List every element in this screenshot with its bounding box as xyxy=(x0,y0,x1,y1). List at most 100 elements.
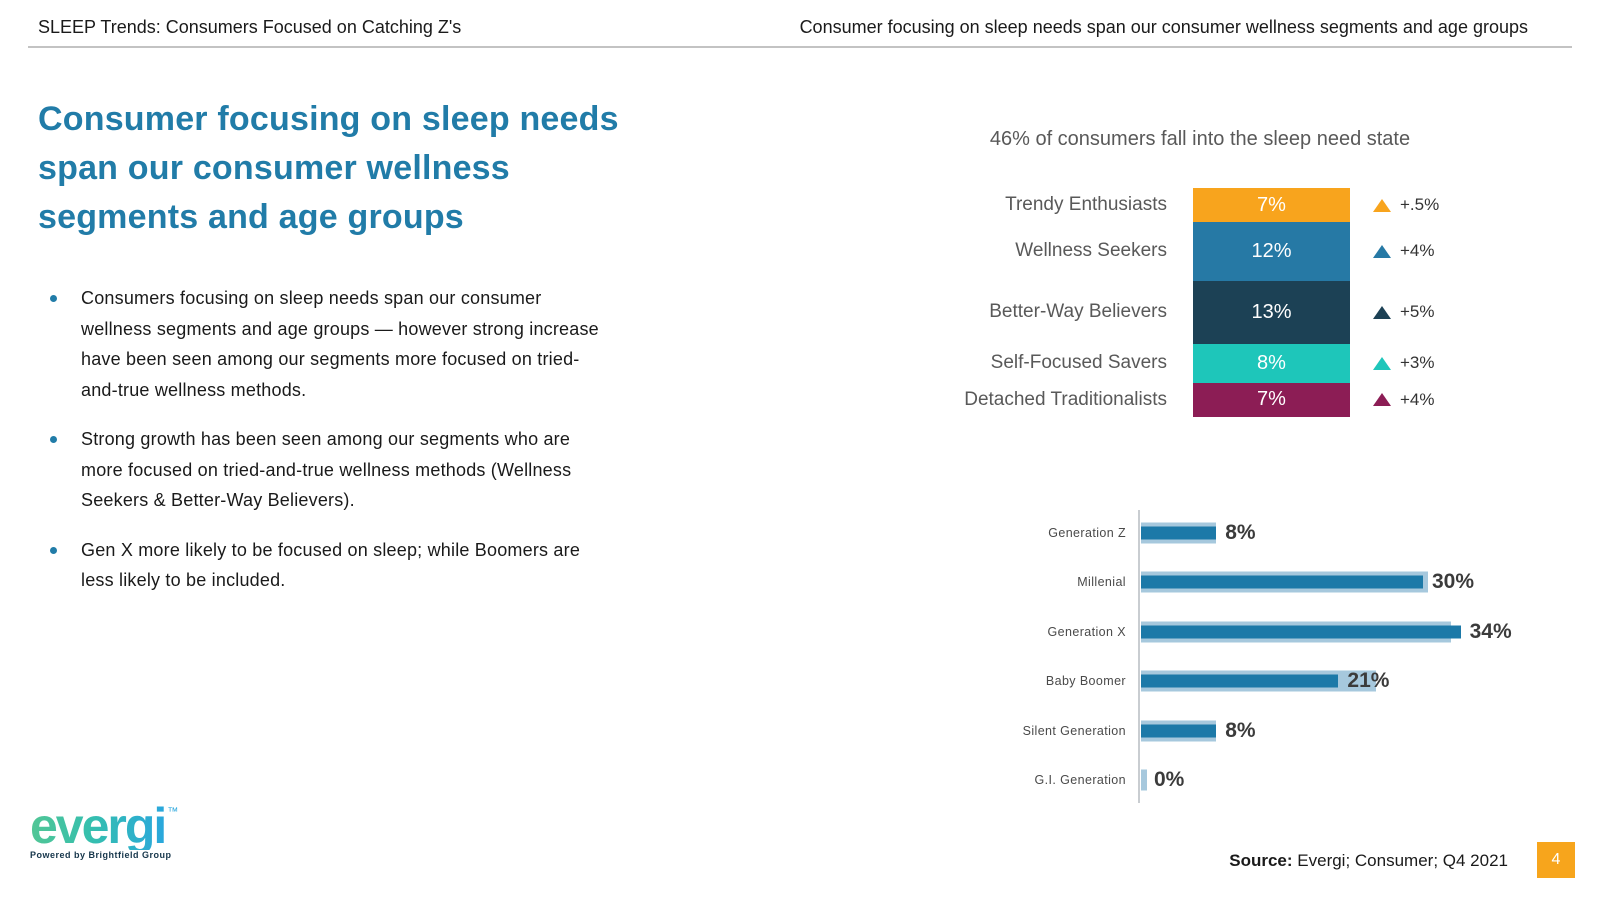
page-number-badge: 4 xyxy=(1537,842,1575,878)
generation-row: Generation Z 8% xyxy=(960,508,1500,558)
bullet-text: Gen X more likely to be focused on sleep… xyxy=(81,535,580,596)
source-text: Evergi; Consumer; Q4 2021 xyxy=(1292,851,1508,870)
bullet-line: have been seen among our segments more f… xyxy=(81,349,580,369)
generation-value-label: 8% xyxy=(1225,718,1256,742)
header-title-left: SLEEP Trends: Consumers Focused on Catch… xyxy=(38,17,462,37)
header: SLEEP Trends: Consumers Focused on Catch… xyxy=(28,0,1572,48)
generation-value-label: 8% xyxy=(1225,520,1256,544)
page-title: Consumer focusing on sleep needs span our… xyxy=(38,95,619,242)
source-note: Source: Evergi; Consumer; Q4 2021 xyxy=(1229,851,1508,871)
logo-tagline: Powered by Brightfield Group xyxy=(30,850,172,860)
generation-label: G.I. Generation xyxy=(1034,773,1126,788)
segment-label: Self-Focused Savers xyxy=(990,352,1167,374)
bullet-line: Consumers focusing on sleep needs span o… xyxy=(81,288,542,308)
logo-trademark: ™ xyxy=(167,806,179,818)
generation-bar-value xyxy=(1141,625,1461,639)
bullet-line: Seekers & Better-Way Believers). xyxy=(81,490,355,510)
bullet-line: more focused on tried-and-true wellness … xyxy=(81,459,572,480)
generation-row: Baby Boomer 21% xyxy=(960,657,1500,707)
segment-bar: 7% xyxy=(1193,382,1350,417)
generation-bar-group: 21% xyxy=(1141,657,1500,707)
bullet-list: Consumers focusing on sleep needs span o… xyxy=(50,283,690,615)
segment-row: Better-Way Believers 13% +5% xyxy=(900,280,1500,344)
generation-value-label: 0% xyxy=(1154,768,1185,792)
segment-change: +5% xyxy=(1373,302,1435,322)
segment-change: +.5% xyxy=(1373,195,1439,215)
generation-bar-value xyxy=(1141,724,1217,738)
generation-bar-group: 8% xyxy=(1141,706,1500,756)
segment-label: Trendy Enthusiasts xyxy=(1005,194,1167,216)
triangle-up-icon xyxy=(1373,356,1391,370)
bullet-icon xyxy=(50,546,57,554)
segment-bar: 12% xyxy=(1193,222,1350,281)
triangle-up-icon xyxy=(1373,198,1391,212)
generation-row: Generation X 34% xyxy=(960,607,1512,657)
generation-chart-rows: Generation Z 8% Millenial 30% Generation X 34… xyxy=(960,508,1512,806)
segment-bar: 7% xyxy=(1193,188,1350,223)
triangle-up-icon xyxy=(1373,244,1391,258)
segment-change: +3% xyxy=(1373,353,1435,373)
segment-row: Self-Focused Savers 8% +3% xyxy=(900,343,1500,383)
bullet-line: less likely to be included. xyxy=(81,570,286,590)
generation-axis xyxy=(1138,510,1140,803)
generation-bar-group: 30% xyxy=(1141,558,1500,608)
segment-chart-rows: Trendy Enthusiasts 7% +.5% Wellness Seekers… xyxy=(900,188,1500,417)
logo-row: evergi ™ xyxy=(30,798,179,854)
segment-change-value: +3% xyxy=(1400,353,1435,373)
segment-bar: 13% xyxy=(1193,280,1350,344)
bullet-item: Strong growth has been seen among our se… xyxy=(50,424,690,516)
bullet-item: Consumers focusing on sleep needs span o… xyxy=(50,283,690,405)
bullet-line: and-true wellness methods. xyxy=(81,379,307,400)
segment-change-value: +4% xyxy=(1400,389,1435,409)
generation-value-label: 21% xyxy=(1347,669,1390,693)
generation-value-label: 34% xyxy=(1469,619,1512,643)
segment-row: Detached Traditionalists 7% +4% xyxy=(900,382,1500,417)
segment-row: Wellness Seekers 12% +4% xyxy=(900,222,1500,281)
generation-row: Silent Generation 8% xyxy=(960,706,1500,756)
generation-row: Millenial 30% xyxy=(960,558,1500,608)
segment-change-value: +5% xyxy=(1400,302,1435,322)
bullet-icon xyxy=(50,436,57,443)
bullet-text: Consumers focusing on sleep needs span o… xyxy=(81,283,599,405)
segment-bar: 8% xyxy=(1193,343,1350,383)
triangle-up-icon xyxy=(1373,305,1391,319)
bullet-item: Gen X more likely to be focused on sleep… xyxy=(50,535,690,596)
bullet-line: wellness segments and age groups — howev… xyxy=(81,318,599,339)
segment-change-value: +4% xyxy=(1400,241,1435,261)
segment-label: Better-Way Believers xyxy=(989,301,1167,323)
segment-label: Detached Traditionalists xyxy=(964,388,1167,410)
segment-change: +4% xyxy=(1373,241,1435,261)
page-title-line: segments and age groups xyxy=(38,198,464,236)
source-label: Source: xyxy=(1229,851,1293,870)
evergi-logo: evergi ™ Powered by Brightfield Group xyxy=(30,798,179,860)
generation-label: Generation X xyxy=(1047,624,1126,639)
segment-chart: 46% of consumers fall into the sleep nee… xyxy=(900,118,1500,417)
segment-chart-title: 46% of consumers fall into the sleep nee… xyxy=(989,128,1411,150)
segment-change: +4% xyxy=(1373,390,1435,410)
page-title-line: Consumer focusing on sleep needs xyxy=(38,100,619,138)
generation-chart: Generation Z 8% Millenial 30% Generation X 34… xyxy=(960,508,1512,806)
generation-label: Millenial xyxy=(1077,575,1126,590)
segment-row: Trendy Enthusiasts 7% +.5% xyxy=(900,188,1500,223)
page-title-line: span our consumer wellness xyxy=(38,149,510,187)
generation-bar-background xyxy=(1141,769,1147,791)
generation-bar-group: 8% xyxy=(1141,508,1500,558)
generation-row: G.I. Generation 0% xyxy=(960,756,1500,806)
generation-label: Silent Generation xyxy=(1022,723,1126,738)
bullet-line: Gen X more likely to be focused on sleep… xyxy=(81,539,581,560)
generation-bar-group: 34% xyxy=(1141,607,1512,657)
generation-label: Baby Boomer xyxy=(1045,674,1126,689)
generation-value-label: 30% xyxy=(1432,570,1475,594)
generation-bar-value xyxy=(1141,674,1339,688)
generation-bar-group: 0% xyxy=(1141,756,1500,806)
bullet-line: Strong growth has been seen among our se… xyxy=(81,429,571,449)
triangle-up-icon xyxy=(1373,393,1391,407)
segment-label: Wellness Seekers xyxy=(1015,240,1167,262)
segment-change-value: +.5% xyxy=(1400,195,1440,215)
bullet-icon xyxy=(50,295,57,302)
bullet-text: Strong growth has been seen among our se… xyxy=(81,424,571,516)
logo-wordmark: evergi xyxy=(30,798,167,854)
header-title-right: Consumer focusing on sleep needs span ou… xyxy=(799,17,1528,37)
generation-bar-value xyxy=(1141,526,1217,540)
generation-label: Generation Z xyxy=(1048,525,1126,540)
